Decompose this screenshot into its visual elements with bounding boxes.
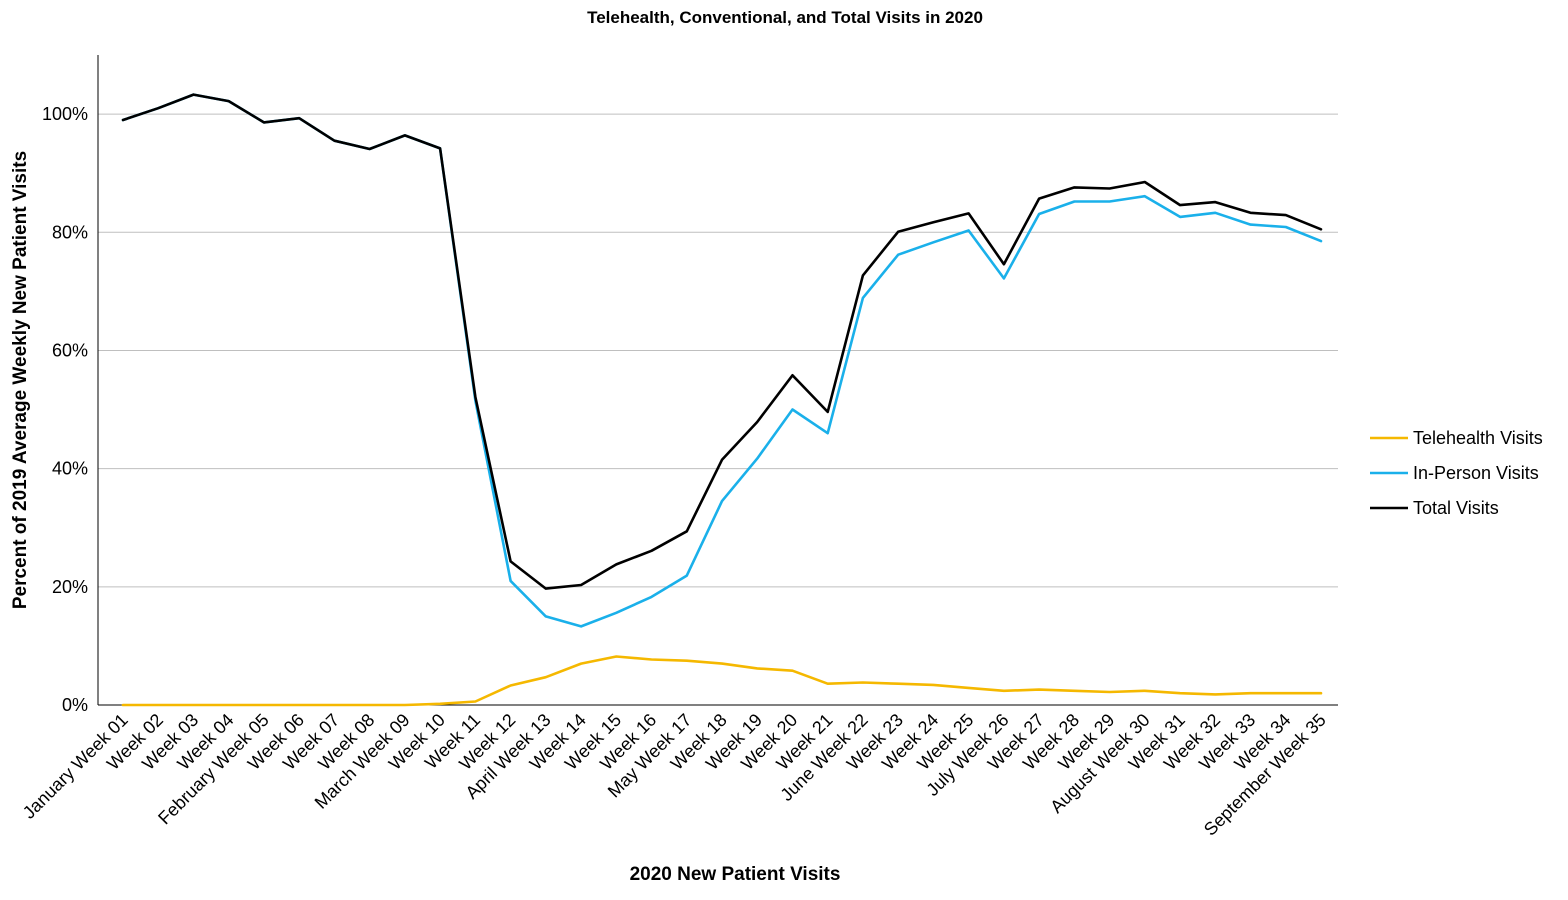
y-tick-label: 40% bbox=[52, 459, 88, 479]
series-lines bbox=[121, 93, 1323, 707]
series-line-telehealth-visits bbox=[121, 655, 1323, 707]
y-tick-label: 100% bbox=[42, 104, 88, 124]
y-tick-label: 80% bbox=[52, 222, 88, 242]
y-tick-label: 20% bbox=[52, 577, 88, 597]
legend: Telehealth Visits In-Person Visits Total V… bbox=[1370, 428, 1543, 518]
y-tick-label: 0% bbox=[62, 695, 88, 715]
y-axis-title: Percent of 2019 Average Weekly New Patie… bbox=[10, 151, 31, 609]
axes bbox=[97, 55, 1338, 706]
legend-label: Total Visits bbox=[1413, 498, 1499, 518]
legend-label: Telehealth Visits bbox=[1413, 428, 1543, 448]
gridlines bbox=[98, 113, 1338, 588]
chart-title: Telehealth, Conventional, and Total Visi… bbox=[587, 8, 983, 27]
legend-label: In-Person Visits bbox=[1413, 463, 1539, 483]
y-tick-label: 60% bbox=[52, 340, 88, 360]
x-axis-title: 2020 New Patient Visits bbox=[630, 864, 841, 885]
series-line-in-person-visits bbox=[121, 93, 1323, 628]
series-line-total-visits bbox=[121, 93, 1323, 590]
y-axis-ticks: 0% 20% 40% 60% 80% 100% bbox=[42, 104, 88, 715]
